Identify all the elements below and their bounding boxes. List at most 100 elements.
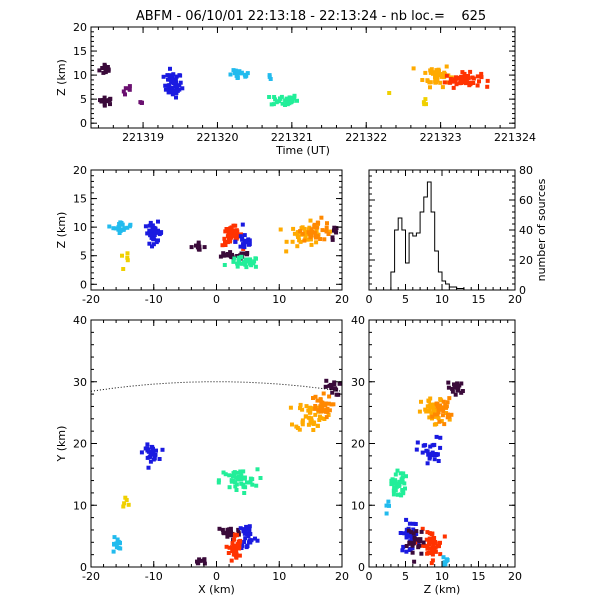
point-z-y-7-43: [438, 552, 443, 557]
point-time-height-4-35: [168, 66, 172, 71]
point-plan-view-6-37: [236, 546, 241, 551]
point-x-height-4-35: [223, 229, 228, 234]
point-plan-view-8-38: [300, 418, 305, 423]
point-plan-view-5-19: [247, 528, 252, 532]
point-z-y-2-19: [428, 444, 433, 449]
point-plan-view-0-0: [154, 448, 158, 453]
point-time-height-0-13: [103, 70, 108, 75]
point-x-height-2-33: [156, 238, 160, 243]
point-z-y-9-2: [441, 555, 446, 560]
point-time-height-10-36: [437, 73, 442, 78]
point-z-y-8-6: [410, 543, 415, 548]
point-x-height-1-1: [121, 267, 126, 271]
point-plan-view-0-24: [149, 452, 154, 457]
point-z-y-0-16: [393, 478, 398, 483]
point-plan-view-0-22: [157, 457, 162, 461]
point-time-height-2-3: [121, 89, 126, 94]
point-z-y-8-19: [411, 531, 416, 536]
point-x-height-2-27: [147, 223, 152, 228]
point-plan-view-3-41: [223, 472, 228, 477]
point-z-y-0-8: [395, 468, 400, 473]
point-z-y-7-34: [425, 546, 430, 551]
point-x-height-9-7: [324, 229, 329, 234]
point-plan-view-4-17: [220, 527, 225, 532]
point-plan-view-7-5: [198, 558, 203, 563]
point-z-y-0-12: [391, 481, 396, 486]
point-z-y-2-3: [426, 452, 431, 457]
point-plan-view-4-12: [225, 534, 230, 539]
point-x-height-7-19: [239, 254, 244, 259]
point-z-y-3-24: [447, 417, 452, 422]
point-plan-view-6-3: [233, 568, 237, 572]
point-x-height-0-12: [119, 221, 124, 225]
ytick-label-x-height-4: 20: [73, 164, 87, 177]
point-x-height-6-9: [228, 250, 233, 255]
point-x-height-7-28: [235, 261, 240, 266]
point-x-height-8-5: [308, 218, 313, 223]
point-x-height-0-10: [118, 229, 123, 233]
point-plan-view-0-27: [145, 442, 150, 447]
point-time-height-4-18: [177, 73, 182, 78]
point-x-height-4-21: [223, 239, 227, 244]
point-z-y-0-32: [392, 485, 397, 490]
point-plan-view-2-1: [122, 501, 127, 506]
point-plan-view-6-33: [237, 553, 242, 558]
point-plan-view-6-39: [232, 551, 237, 556]
point-plan-view-4-19: [225, 531, 230, 536]
point-x-height-4-17: [228, 226, 233, 231]
point-z-y-4-19: [443, 403, 448, 408]
point-x-height-10-6: [334, 230, 339, 235]
point-plan-view-9-11: [324, 415, 329, 420]
point-z-y-6-17: [404, 530, 409, 535]
point-x-height-4-38: [236, 233, 241, 238]
point-plan-view-5-27: [241, 527, 246, 532]
point-z-y-0-25: [403, 486, 407, 491]
point-time-height-4-34: [175, 88, 180, 93]
point-time-height-2-4: [123, 86, 128, 91]
point-z-y-7-18: [427, 542, 431, 547]
point-plan-view-10-7: [337, 381, 342, 386]
point-plan-view-5-18: [242, 531, 247, 536]
point-z-y-3-34: [427, 409, 432, 414]
ytick-label-plan-view-1: 10: [73, 499, 87, 512]
point-plan-view-6-13: [229, 558, 234, 563]
point-z-y-2-9: [436, 459, 441, 463]
marks-plan-view: [91, 378, 342, 572]
ytick-label-x-height-1: 5: [80, 250, 87, 263]
point-z-y-7-36: [427, 536, 432, 541]
point-x-height-9-11: [298, 229, 303, 234]
point-time-height-10-3: [442, 72, 447, 76]
point-plan-view-4-23: [228, 531, 233, 536]
point-x-height-2-25: [145, 231, 150, 236]
point-z-y-4-22: [437, 419, 442, 424]
point-time-height-7-13: [277, 99, 281, 104]
point-plan-view-9-7: [319, 409, 324, 414]
point-plan-view-4-24: [221, 530, 226, 535]
point-plan-view-2-3: [121, 504, 126, 509]
point-x-height-8-20: [328, 229, 333, 234]
point-x-height-5-5: [242, 245, 247, 250]
point-plan-view-1-8: [112, 542, 117, 547]
point-plan-view-8-32: [318, 414, 322, 419]
point-x-height-0-17: [128, 222, 133, 227]
point-x-height-6-18: [230, 252, 234, 257]
point-plan-view-3-38: [231, 471, 236, 476]
point-time-height-4-44: [170, 78, 175, 83]
point-z-y-3-43: [427, 415, 432, 420]
point-z-y-8-11: [419, 529, 424, 534]
point-z-y-8-16: [404, 544, 409, 548]
point-z-y-2-5: [438, 435, 443, 440]
point-plan-view-6-36: [226, 551, 231, 555]
point-plan-view-5-28: [247, 540, 251, 545]
point-x-height-0-14: [111, 226, 116, 231]
point-plan-view-6-27: [224, 544, 229, 549]
ytick-label-z-y-2: 20: [351, 438, 365, 451]
point-x-height-2-32: [152, 228, 157, 233]
point-x-height-2-23: [147, 241, 152, 246]
point-x-height-2-19: [150, 244, 154, 249]
ytick-label-x-height-2: 10: [73, 221, 87, 234]
point-plan-view-3-40: [254, 483, 259, 488]
point-z-y-2-18: [432, 442, 437, 447]
